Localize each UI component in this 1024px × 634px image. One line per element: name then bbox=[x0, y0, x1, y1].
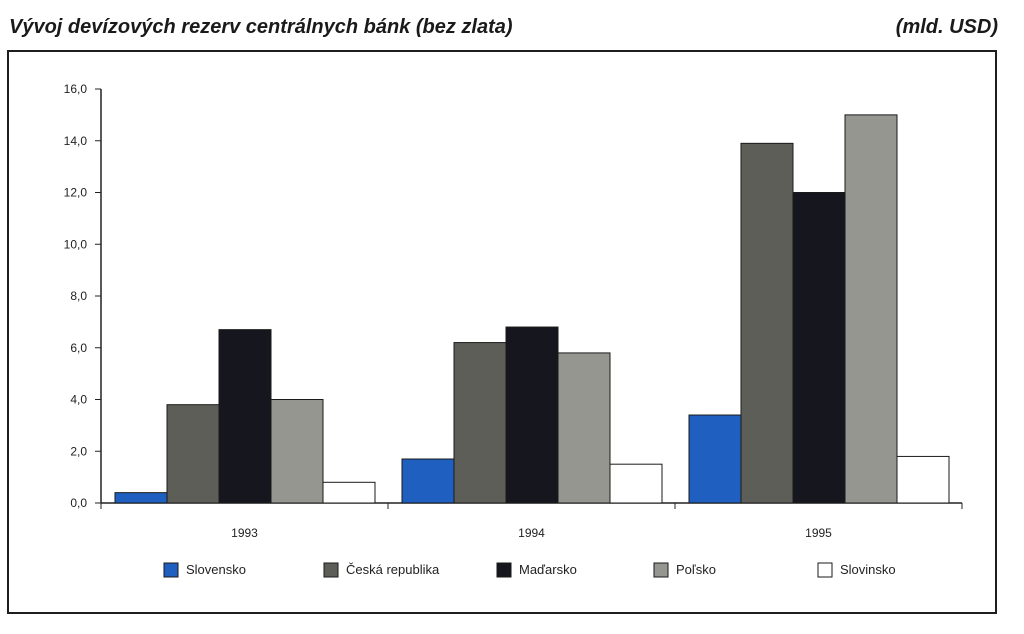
x-tick-label: 1993 bbox=[231, 526, 258, 540]
legend-label: Poľsko bbox=[676, 562, 716, 577]
y-tick-label: 6,0 bbox=[70, 341, 87, 355]
bar-česká-republika-1993 bbox=[166, 404, 220, 504]
legend-swatch bbox=[653, 562, 669, 578]
chart-frame bbox=[7, 50, 997, 614]
legend-swatch bbox=[496, 562, 512, 578]
legend-label: Slovensko bbox=[186, 562, 246, 577]
legend-swatch bbox=[817, 562, 833, 578]
bar-maďarsko-1993 bbox=[218, 329, 272, 504]
chart-title: Vývoj devízových rezerv centrálnych bánk… bbox=[9, 16, 513, 38]
bar-maďarsko-1995 bbox=[792, 192, 846, 504]
bar-poľsko-1993 bbox=[270, 399, 324, 504]
legend-swatch bbox=[323, 562, 339, 578]
bar-poľsko-1995 bbox=[844, 114, 898, 504]
bar-slovinsko-1994 bbox=[609, 463, 663, 504]
bar-česká-republika-1995 bbox=[740, 142, 794, 504]
legend-label: Maďarsko bbox=[519, 562, 577, 577]
legend-label: Slovinsko bbox=[840, 562, 896, 577]
y-tick-label: 16,0 bbox=[64, 82, 88, 96]
y-tick-label: 0,0 bbox=[70, 496, 87, 510]
x-tick-label: 1995 bbox=[805, 526, 832, 540]
bar-maďarsko-1994 bbox=[505, 326, 559, 504]
y-tick-label: 8,0 bbox=[70, 289, 87, 303]
y-tick-label: 2,0 bbox=[70, 444, 87, 458]
y-tick-label: 10,0 bbox=[64, 237, 88, 251]
y-tick-label: 4,0 bbox=[70, 393, 87, 407]
chart-unit-label: (mld. USD) bbox=[895, 16, 998, 38]
bar-poľsko-1994 bbox=[557, 352, 611, 504]
bar-slovensko-1995 bbox=[688, 414, 742, 504]
bar-slovinsko-1993 bbox=[322, 481, 376, 504]
bar-slovensko-1994 bbox=[401, 458, 455, 504]
legend-swatch bbox=[163, 562, 179, 578]
bar-slovensko-1993 bbox=[114, 492, 168, 504]
bar-slovinsko-1995 bbox=[896, 455, 950, 504]
y-tick-label: 14,0 bbox=[64, 134, 88, 148]
legend-label: Česká republika bbox=[346, 562, 440, 577]
x-tick-label: 1994 bbox=[518, 526, 545, 540]
y-tick-label: 12,0 bbox=[64, 186, 88, 200]
bar-česká-republika-1994 bbox=[453, 342, 507, 504]
